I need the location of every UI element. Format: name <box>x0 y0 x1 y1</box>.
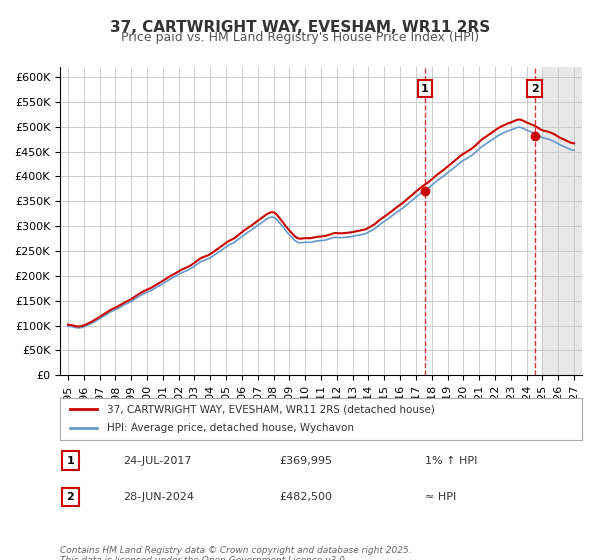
Text: 28-JUN-2024: 28-JUN-2024 <box>122 492 194 502</box>
Text: ≈ HPI: ≈ HPI <box>425 492 457 502</box>
Text: 2: 2 <box>530 84 538 94</box>
Text: Price paid vs. HM Land Registry's House Price Index (HPI): Price paid vs. HM Land Registry's House … <box>121 31 479 44</box>
Text: £482,500: £482,500 <box>279 492 332 502</box>
Text: 37, CARTWRIGHT WAY, EVESHAM, WR11 2RS: 37, CARTWRIGHT WAY, EVESHAM, WR11 2RS <box>110 20 490 35</box>
Text: 2: 2 <box>67 492 74 502</box>
Text: Contains HM Land Registry data © Crown copyright and database right 2025.
This d: Contains HM Land Registry data © Crown c… <box>60 546 412 560</box>
Text: 24-JUL-2017: 24-JUL-2017 <box>122 456 191 465</box>
Text: HPI: Average price, detached house, Wychavon: HPI: Average price, detached house, Wych… <box>107 423 354 433</box>
Text: 1: 1 <box>67 456 74 465</box>
Bar <box>542 67 582 375</box>
Text: 1% ↑ HPI: 1% ↑ HPI <box>425 456 478 465</box>
Text: 37, CARTWRIGHT WAY, EVESHAM, WR11 2RS (detached house): 37, CARTWRIGHT WAY, EVESHAM, WR11 2RS (d… <box>107 404 435 414</box>
Text: 1: 1 <box>421 84 428 94</box>
Text: £369,995: £369,995 <box>279 456 332 465</box>
